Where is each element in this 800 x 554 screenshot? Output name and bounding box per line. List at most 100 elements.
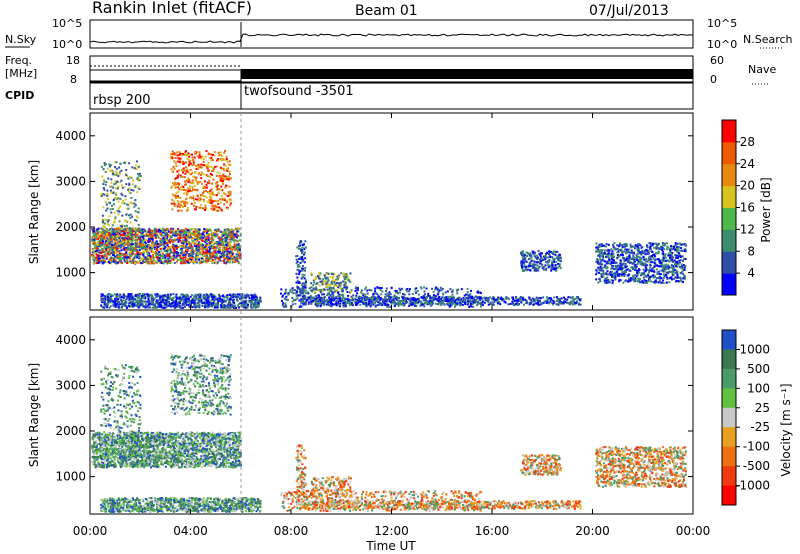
echo-cell bbox=[168, 295, 171, 298]
echo-cell bbox=[205, 196, 208, 199]
echo-cell bbox=[187, 172, 190, 175]
echo-cell bbox=[166, 253, 169, 256]
echo-cell bbox=[251, 301, 254, 304]
echo-cell bbox=[100, 295, 103, 298]
echo-cell bbox=[187, 241, 190, 244]
echo-cell bbox=[107, 239, 110, 242]
echo-cell bbox=[179, 174, 182, 177]
echo-cell bbox=[107, 223, 110, 226]
echo-cell bbox=[625, 243, 628, 246]
echo-cell bbox=[155, 256, 158, 259]
echo-cell bbox=[556, 256, 559, 259]
echo-cell bbox=[118, 173, 121, 176]
echo-cell bbox=[531, 250, 534, 253]
echo-cell bbox=[628, 260, 631, 263]
echo-cell bbox=[139, 246, 142, 249]
echo-cell bbox=[219, 175, 222, 178]
echo-cell bbox=[101, 231, 103, 234]
echo-cell bbox=[175, 182, 178, 184]
echo-cell bbox=[231, 246, 234, 249]
echo-cell bbox=[195, 234, 198, 237]
echo-cell bbox=[170, 297, 173, 300]
echo-cell bbox=[135, 301, 137, 304]
echo-cell bbox=[155, 299, 158, 302]
echo-cell bbox=[172, 250, 175, 253]
echo-cell bbox=[544, 258, 547, 261]
echo-cell bbox=[109, 236, 112, 239]
echo-cell bbox=[156, 253, 159, 256]
echo-cell bbox=[203, 195, 205, 198]
echo-cell bbox=[523, 264, 526, 267]
echo-cell bbox=[195, 176, 198, 179]
echo-cell bbox=[633, 252, 636, 255]
echo-cell bbox=[204, 255, 207, 258]
echo-cell bbox=[104, 170, 107, 173]
echo-cell bbox=[612, 252, 615, 255]
echo-cell bbox=[200, 157, 203, 160]
echo-cell bbox=[207, 304, 210, 306]
echo-cell bbox=[127, 256, 130, 259]
echo-cell bbox=[142, 242, 145, 245]
echo-cell bbox=[169, 248, 172, 251]
echo-cell bbox=[156, 294, 159, 297]
echo-cell bbox=[113, 211, 116, 214]
echo-cell bbox=[233, 301, 236, 304]
echo-cell bbox=[210, 159, 213, 162]
echo-cell bbox=[595, 273, 598, 276]
echo-cell bbox=[151, 295, 154, 298]
echo-cell bbox=[193, 239, 196, 242]
echo-cell bbox=[211, 173, 213, 176]
echo-cell bbox=[190, 196, 193, 199]
echo-cell bbox=[619, 264, 622, 267]
echo-cell bbox=[183, 254, 186, 257]
echo-cell bbox=[603, 249, 606, 252]
echo-cell bbox=[669, 277, 672, 280]
echo-cell bbox=[138, 249, 141, 252]
echo-cell bbox=[600, 251, 603, 254]
echo-cell bbox=[194, 228, 197, 231]
echo-cell bbox=[630, 249, 633, 252]
echo-cell bbox=[645, 248, 648, 251]
echo-cell bbox=[128, 304, 130, 307]
echo-cell bbox=[149, 231, 152, 234]
echo-cell bbox=[229, 248, 232, 251]
echo-cell bbox=[109, 239, 112, 241]
echo-cell bbox=[123, 304, 126, 307]
echo-cell bbox=[551, 256, 554, 259]
echo-cell bbox=[221, 254, 224, 257]
echo-cell bbox=[244, 306, 247, 309]
echo-cell bbox=[102, 225, 105, 228]
echo-cell bbox=[97, 262, 100, 264]
echo-cell bbox=[180, 152, 183, 155]
echo-cell bbox=[520, 264, 523, 267]
echo-cell bbox=[681, 270, 683, 273]
echo-cell bbox=[530, 260, 533, 263]
echo-cell bbox=[198, 296, 201, 298]
echo-cell bbox=[119, 262, 122, 265]
echo-cell bbox=[679, 278, 682, 281]
echo-cell bbox=[179, 244, 182, 247]
echo-cell bbox=[150, 293, 153, 296]
echo-cell bbox=[93, 259, 96, 262]
echo-cell bbox=[163, 235, 166, 238]
echo-cell bbox=[173, 203, 176, 206]
echo-cell bbox=[633, 258, 636, 261]
echo-cell bbox=[227, 234, 230, 237]
echo-cell bbox=[159, 258, 162, 261]
echo-cell bbox=[122, 257, 125, 260]
echo-cell bbox=[96, 254, 99, 257]
echo-cell bbox=[113, 238, 116, 241]
echo-cell bbox=[215, 182, 218, 185]
echo-cell bbox=[544, 256, 547, 259]
echo-cell bbox=[221, 182, 224, 185]
echo-cell bbox=[656, 246, 659, 249]
echo-cell bbox=[104, 260, 107, 263]
echo-cell bbox=[165, 234, 168, 237]
echo-cell bbox=[115, 161, 118, 164]
echo-cell bbox=[207, 233, 210, 236]
echo-cell bbox=[136, 160, 138, 163]
echo-cell bbox=[177, 183, 180, 186]
echo-cell bbox=[158, 250, 161, 253]
echo-cell bbox=[184, 305, 186, 308]
power-frame bbox=[89, 112, 694, 311]
